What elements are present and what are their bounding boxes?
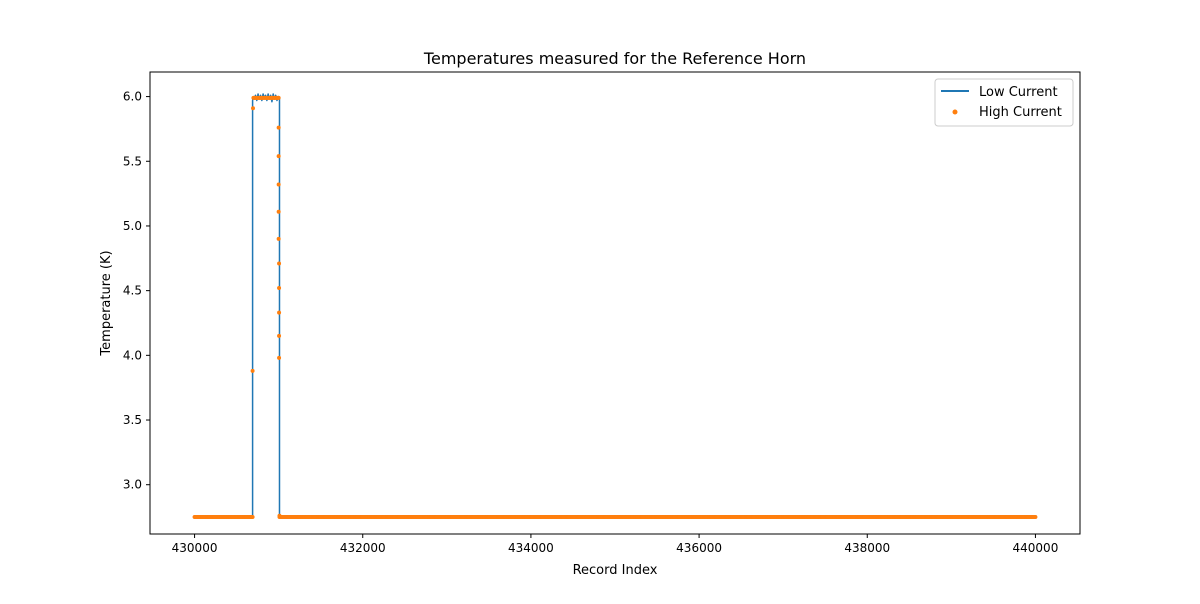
series-line-low-current	[194, 93, 1036, 518]
y-tick-label: 3.5	[123, 413, 142, 427]
data-point-high-current	[276, 209, 281, 214]
y-tick-label: 4.5	[123, 284, 142, 298]
x-tick-label: 430000	[172, 541, 218, 555]
data-point-high-current	[276, 154, 281, 159]
x-tick-label: 434000	[508, 541, 554, 555]
x-axis-label: Record Index	[573, 563, 658, 578]
data-point-high-current	[277, 513, 282, 518]
x-tick-label: 436000	[676, 541, 722, 555]
legend-label-high-current: High Current	[979, 105, 1062, 120]
data-point-high-current	[276, 125, 281, 130]
series-points-high-current	[192, 95, 1038, 520]
plot-area	[192, 93, 1038, 520]
data-point-high-current	[277, 355, 282, 360]
data-point-high-current	[251, 106, 256, 111]
data-point-high-current	[1033, 515, 1038, 520]
data-point-high-current	[276, 95, 281, 100]
x-tick-label: 432000	[340, 541, 386, 555]
y-tick-label: 4.0	[123, 348, 142, 362]
x-tick-label: 440000	[1013, 541, 1059, 555]
data-point-high-current	[277, 261, 282, 266]
x-tick-label: 438000	[844, 541, 890, 555]
x-axis: 430000 432000 434000 436000 438000 440000	[172, 534, 1059, 555]
data-point-high-current	[276, 182, 281, 187]
data-point-high-current	[250, 515, 255, 520]
data-point-high-current	[250, 368, 255, 373]
data-point-high-current	[276, 236, 281, 241]
data-point-high-current	[277, 333, 282, 338]
y-tick-label: 3.0	[123, 478, 142, 492]
y-tick-label: 5.5	[123, 154, 142, 168]
legend-box	[934, 78, 1074, 127]
legend: Low Current High Current	[934, 78, 1074, 127]
legend-marker-high-current	[952, 109, 958, 115]
data-point-high-current	[277, 286, 282, 291]
y-tick-label: 6.0	[123, 90, 142, 104]
legend-label-low-current: Low Current	[979, 85, 1058, 100]
y-tick-label: 5.0	[123, 219, 142, 233]
chart-title: Temperatures measured for the Reference …	[423, 49, 806, 68]
y-axis: 3.0 3.5 4.0 4.5 5.0 5.5 6.0	[123, 90, 150, 492]
plot-frame	[149, 71, 1081, 535]
y-axis-label: Temperature (K)	[99, 250, 114, 356]
data-point-high-current	[277, 310, 282, 315]
